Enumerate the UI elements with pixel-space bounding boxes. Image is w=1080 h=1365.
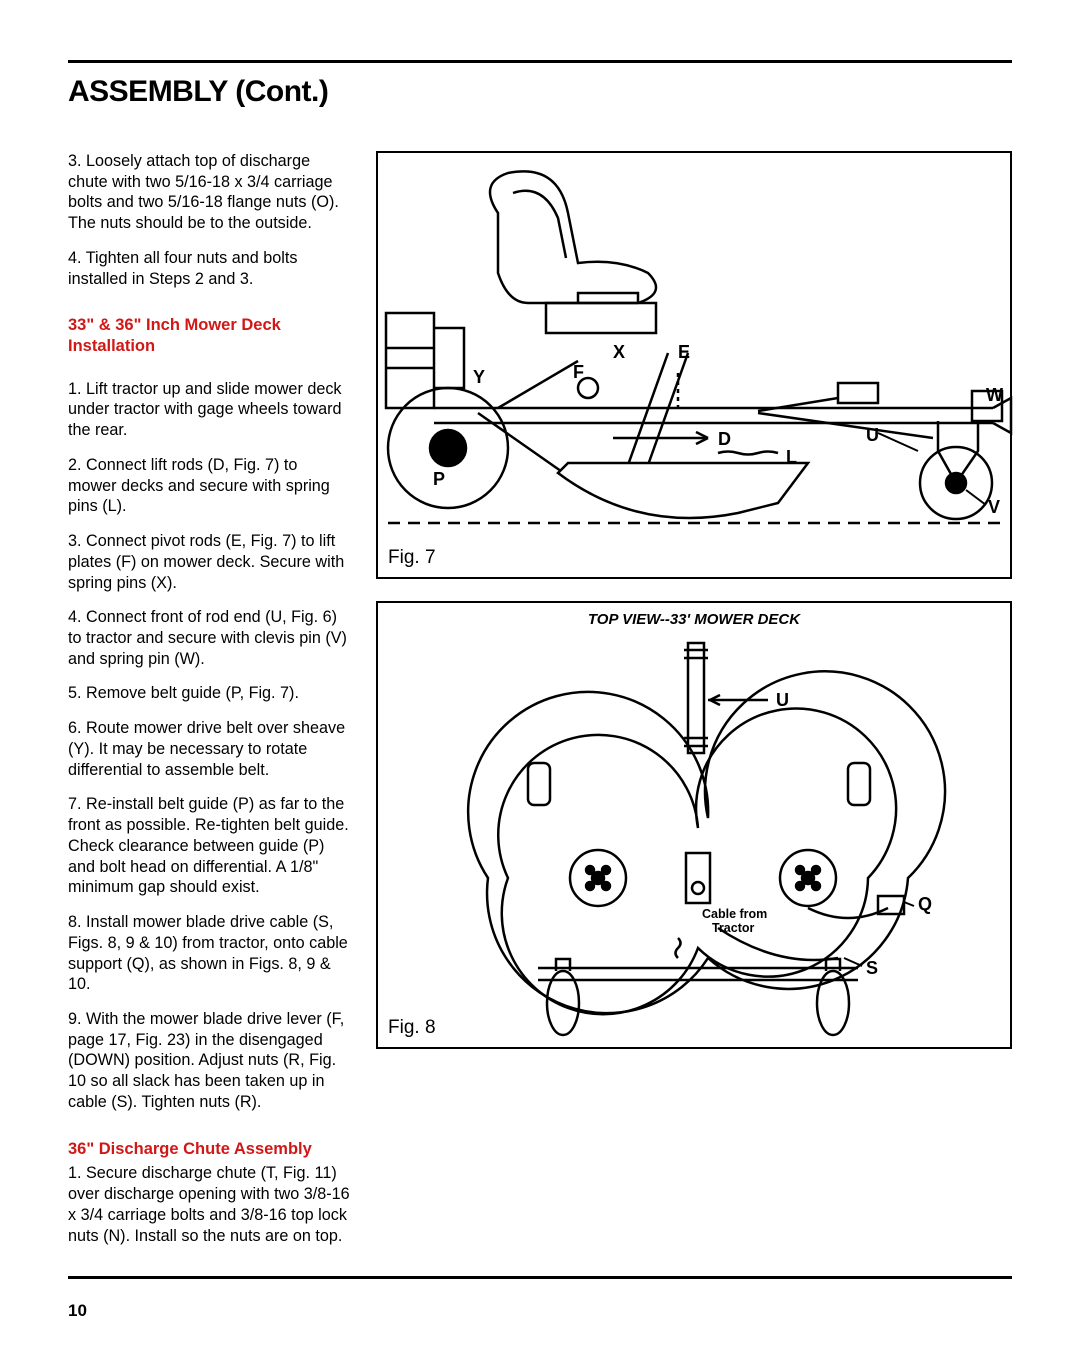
mower-step-2: 2. Connect lift rods (D, Fig. 7) to mowe…	[68, 455, 350, 517]
label-y: Y	[473, 367, 485, 387]
figure-7-caption: Fig. 7	[388, 547, 436, 569]
para-3: 3. Loosely attach top of discharge chute…	[68, 151, 350, 234]
page: ASSEMBLY (Cont.) 3. Loosely attach top o…	[0, 0, 1080, 1365]
mower-step-7: 7. Re-install belt guide (P) as far to t…	[68, 794, 350, 898]
mower-step-5: 5. Remove belt guide (P, Fig. 7).	[68, 683, 350, 704]
chute-heading: 36" Discharge Chute Assembly	[68, 1139, 350, 1160]
mower-step-6: 6. Route mower drive belt over sheave (Y…	[68, 718, 350, 780]
label-l: L	[786, 447, 797, 467]
top-rule	[68, 60, 1012, 63]
right-column: X E Y F W D U L P V	[376, 151, 1012, 1260]
chute-step-1: 1. Secure discharge chute (T, Fig. 11) o…	[68, 1163, 350, 1246]
label-f: F	[573, 362, 584, 382]
label-cable: Cable from	[702, 907, 767, 921]
bottom-rule	[68, 1276, 1012, 1279]
left-column: 3. Loosely attach top of discharge chute…	[68, 151, 350, 1260]
page-title: ASSEMBLY (Cont.)	[68, 75, 1012, 109]
mower-step-4: 4. Connect front of rod end (U, Fig. 6) …	[68, 607, 350, 669]
label-u2: U	[776, 690, 789, 710]
label-e: E	[678, 342, 690, 362]
figure-8-caption: Fig. 8	[388, 1017, 436, 1039]
label-p: P	[433, 469, 445, 489]
figure-8-title: TOP VIEW--33' MOWER DECK	[378, 611, 1010, 628]
para-4: 4. Tighten all four nuts and bolts insta…	[68, 248, 350, 289]
mower-step-9: 9. With the mower blade drive lever (F, …	[68, 1009, 350, 1113]
label-w: W	[986, 385, 1003, 405]
mower-step-3: 3. Connect pivot rods (E, Fig. 7) to lif…	[68, 531, 350, 593]
label-s: S	[866, 958, 878, 978]
columns: 3. Loosely attach top of discharge chute…	[68, 151, 1012, 1260]
page-number: 10	[68, 1301, 87, 1321]
label-q: Q	[918, 894, 932, 914]
label-x: X	[613, 342, 625, 362]
figure-8: TOP VIEW--33' MOWER DECK	[376, 601, 1012, 1049]
label-d: D	[718, 429, 731, 449]
figure-7: X E Y F W D U L P V	[376, 151, 1012, 579]
mower-step-1: 1. Lift tractor up and slide mower deck …	[68, 379, 350, 441]
mower-step-8: 8. Install mower blade drive cable (S, F…	[68, 912, 350, 995]
figure-7-svg: X E Y F W D U L P V	[378, 153, 1014, 581]
deck-install-heading: 33" & 36" Inch Mower Deck Installation	[68, 315, 350, 356]
label-tractor: Tractor	[712, 921, 755, 935]
label-v: V	[988, 497, 1000, 517]
figure-8-svg: U Q S Cable from Tractor	[378, 628, 1014, 1042]
label-u: U	[866, 425, 879, 445]
